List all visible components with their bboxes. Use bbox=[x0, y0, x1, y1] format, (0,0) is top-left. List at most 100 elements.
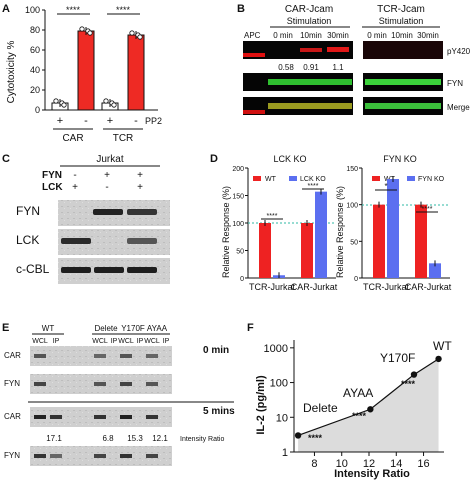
panel-a-ylabel: Cytotoxicity % bbox=[6, 40, 17, 103]
panel-b-band-merge-car bbox=[268, 103, 352, 109]
panel-f-sig-3: **** bbox=[401, 379, 416, 389]
panel-d-bar bbox=[429, 263, 441, 278]
panel-d-left-legend-wt: WT bbox=[265, 176, 277, 183]
panel-a-group-car: CAR bbox=[62, 133, 83, 144]
panel-d-left-legend-ko: LCK KO bbox=[300, 176, 326, 183]
panel-b-band-py420-30 bbox=[327, 47, 349, 52]
panel-a-bar bbox=[127, 34, 145, 111]
panel-e-lane-label: WCL bbox=[144, 338, 160, 345]
panel-e-lane-label: WCL bbox=[118, 338, 134, 345]
panel-d-ytick-label: 150 bbox=[232, 194, 244, 201]
panel-e-lane-labels: WCL IP WCL IP WCL IP WCL IP bbox=[32, 338, 169, 345]
panel-b-band-merge-tcr bbox=[365, 103, 441, 109]
panel-b-apc: APC bbox=[244, 31, 261, 40]
panel-c-band-label-ccbl: c-CBL bbox=[16, 262, 50, 276]
panel-e-row-fyn-0: FYN bbox=[4, 379, 20, 388]
panel-e-band-fyn5-5 bbox=[146, 454, 158, 458]
panel-b-row-fyn: FYN bbox=[447, 79, 463, 88]
panel-f-ytick-label: 1 bbox=[282, 447, 288, 459]
panel-c-fyn-label: FYN bbox=[42, 170, 62, 181]
panel-c-fyn-1: - bbox=[73, 170, 76, 181]
panel-d-right-legend-ko: FYN KO bbox=[418, 176, 445, 183]
panel-f-xtick-label: 8 bbox=[311, 458, 317, 470]
panel-e-row-car-0: CAR bbox=[4, 351, 21, 360]
panel-f-point bbox=[410, 371, 418, 378]
panel-a-ytick-label: 20 bbox=[30, 85, 40, 95]
panel-f-area bbox=[298, 358, 439, 452]
panel-f-point bbox=[367, 406, 374, 413]
panel-e-lane-label: WCL bbox=[92, 338, 108, 345]
panel-a-point bbox=[111, 102, 117, 108]
panel-d-right-sig-2: **** bbox=[422, 206, 433, 213]
panel-e-band-fyn5-3 bbox=[94, 454, 106, 458]
panel-a-point bbox=[79, 26, 85, 32]
panel-a-sig-tcr: **** bbox=[116, 5, 131, 15]
panel-e-row-car-5: CAR bbox=[4, 412, 21, 421]
panel-a-sig-car: **** bbox=[66, 5, 81, 15]
panel-c-title: Jurkat bbox=[96, 154, 123, 165]
panel-b-value-0: 0.58 bbox=[278, 63, 294, 72]
panel-e-band-car5-2 bbox=[50, 415, 62, 419]
panel-f-label-delete: Delete bbox=[303, 401, 338, 415]
panel-f-xtick-label: 14 bbox=[390, 458, 402, 470]
panel-f-xtick-label: 16 bbox=[417, 458, 429, 470]
panel-e-group-delete: Delete bbox=[94, 324, 118, 333]
panel-d-bar bbox=[387, 179, 399, 278]
panel-b-blot-py420-car bbox=[243, 41, 353, 59]
panel-c-band-ccbl-1 bbox=[61, 267, 91, 273]
panel-d-left-sig-1: **** bbox=[267, 213, 278, 220]
panel-a-point bbox=[137, 34, 143, 40]
panel-e-ratio-y170f: 15.3 bbox=[127, 434, 143, 443]
panel-a-letter: A bbox=[2, 3, 10, 15]
panel-b-value-2: 1.1 bbox=[332, 63, 344, 72]
panel-d-right-yticks: 0 50 100 150 bbox=[346, 166, 362, 283]
panel-d-ytick-label: 100 bbox=[346, 203, 358, 210]
panel-f-letter: F bbox=[247, 322, 254, 334]
panel-e-band-car5-3 bbox=[94, 415, 106, 419]
panel-b-value-1: 0.91 bbox=[303, 63, 319, 72]
panel-f-ytick-label: 10 bbox=[276, 412, 288, 424]
panel-d-bar bbox=[301, 223, 313, 278]
panel-e-time-5: 5 mins bbox=[203, 406, 235, 417]
panel-e-group-ayaa: AYAA bbox=[147, 324, 168, 333]
panel-d-right-sig-1: * bbox=[384, 182, 387, 191]
panel-e-lane-label: WCL bbox=[32, 338, 48, 345]
panel-f-point bbox=[435, 355, 442, 363]
panel-b-band-fyn-car bbox=[268, 79, 352, 85]
panel-e-lane-label: IP bbox=[53, 338, 60, 345]
panel-b-band-py420-apc bbox=[243, 53, 265, 57]
panel-d-ytick-label: 200 bbox=[232, 166, 244, 173]
panel-a-ytick-label: 60 bbox=[30, 45, 40, 55]
panel-c-band-label-lck: LCK bbox=[16, 233, 39, 247]
panel-b-band-merge-apc bbox=[243, 110, 265, 114]
panel-c-band-lck-1 bbox=[61, 238, 91, 244]
panel-f-label-y170f: Y170F bbox=[380, 351, 415, 365]
panel-a-group-tcr: TCR bbox=[113, 133, 134, 144]
panel-b-row-merge: Merge bbox=[447, 103, 470, 112]
panel-e-band-fyn0-4 bbox=[146, 382, 158, 386]
panel-a-bars bbox=[51, 26, 145, 111]
panel-c-lck-3: + bbox=[137, 182, 143, 193]
panel-e-band-fyn0-1 bbox=[34, 382, 46, 386]
panel-f-xtick-label: 12 bbox=[363, 458, 375, 470]
panel-c-band-ccbl-2 bbox=[94, 267, 124, 273]
panel-b: B CAR-Jcam TCR-Jcam Stimulation Stimulat… bbox=[237, 3, 471, 115]
panel-c-lck-1: + bbox=[72, 182, 78, 193]
panel-d-ytick-label: 50 bbox=[236, 249, 244, 256]
panel-f: F IL-2 (pg/ml) Intensity Ratio 1 10 100 100… bbox=[247, 322, 452, 480]
panel-d-left-cat-2: CAR-Jurkat bbox=[291, 282, 338, 292]
panel-d-right-legend-swatch-ko bbox=[407, 176, 415, 181]
panel-f-ytick-label: 1000 bbox=[264, 343, 288, 355]
panel-f-yticks: 1 10 100 1000 bbox=[264, 343, 294, 459]
panel-f-label-wt: WT bbox=[433, 339, 452, 353]
panel-d-bar bbox=[259, 223, 271, 278]
panel-b-time-car-2: 30min bbox=[327, 31, 349, 40]
panel-e-band-fyn5-1 bbox=[34, 454, 46, 458]
panel-c-band-fyn-2 bbox=[93, 209, 123, 215]
panel-d-ytick-label: 50 bbox=[350, 239, 358, 246]
panel-b-stim-car: Stimulation bbox=[287, 16, 332, 26]
panel-d-ytick-label: 0 bbox=[354, 276, 358, 283]
panel-e: E WT Delete Y170F AYAA WCL IP WCL IP WCL IP WC… bbox=[2, 322, 235, 466]
panel-f-ylabel: IL-2 (pg/ml) bbox=[255, 375, 267, 435]
panel-f-sig-1: **** bbox=[308, 433, 323, 443]
